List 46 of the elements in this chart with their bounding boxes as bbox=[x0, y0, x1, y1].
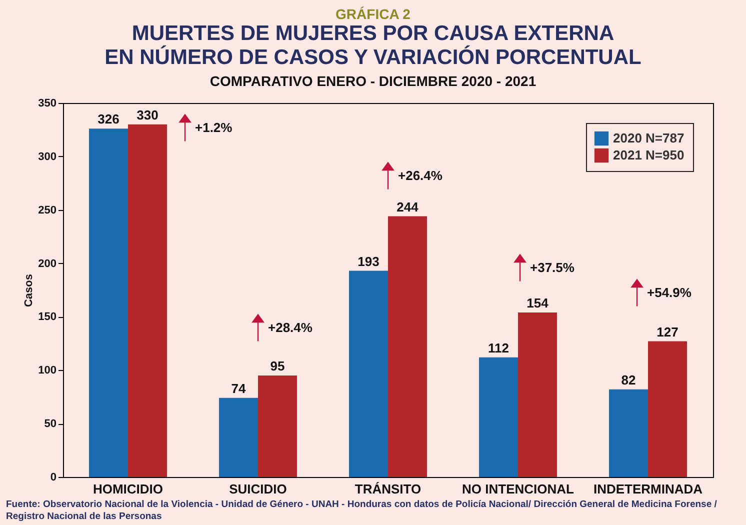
bar bbox=[648, 341, 687, 477]
data-label: 326 bbox=[98, 112, 120, 127]
data-label: 127 bbox=[656, 324, 678, 340]
data-label: 95 bbox=[270, 358, 285, 374]
bar bbox=[219, 398, 258, 477]
chart-subtitle: COMPARATIVO ENERO - DICIEMBRE 2020 - 2021 bbox=[208, 72, 538, 90]
data-label: 112 bbox=[488, 340, 509, 356]
legend-label: 2021 N=950 bbox=[613, 148, 684, 162]
bar bbox=[518, 312, 557, 477]
bar bbox=[479, 357, 518, 477]
x-tick-label: HOMICIDIO bbox=[92, 482, 164, 496]
data-label: 244 bbox=[396, 199, 420, 214]
annotation: +54.9% bbox=[647, 285, 692, 300]
annotation: +28.4% bbox=[268, 320, 313, 335]
data-label: 74 bbox=[231, 380, 246, 396]
text: Registro Nacional de las Personas bbox=[6, 511, 163, 523]
data-label: 82 bbox=[621, 372, 636, 388]
legend-label: 2020 N=787 bbox=[613, 130, 684, 146]
bar bbox=[89, 128, 128, 477]
y-tick-label: 50 bbox=[44, 418, 56, 430]
bar bbox=[349, 270, 388, 477]
bar bbox=[128, 124, 167, 477]
y-tick-label: 100 bbox=[38, 364, 56, 377]
annotation: +37.5% bbox=[530, 260, 575, 275]
x-tick-label: INDETERMINADA bbox=[593, 482, 704, 496]
bar bbox=[258, 375, 297, 477]
data-label: 330 bbox=[136, 107, 158, 122]
annotation: +26.4% bbox=[398, 168, 443, 183]
x-tick-label: TRÁNSITO bbox=[354, 482, 422, 496]
bar bbox=[609, 389, 648, 477]
y-tick-label: 350 bbox=[38, 98, 56, 110]
y-axis-title: Casos bbox=[23, 274, 36, 308]
data-label: 193 bbox=[358, 254, 380, 269]
bar bbox=[388, 216, 427, 477]
y-tick-label: 150 bbox=[38, 311, 56, 324]
annotation: +1.2% bbox=[195, 120, 233, 135]
chart-title: MUERTES DE MUJERES POR CAUSA EXTERNA EN NÚMERO DE CASOS Y VARIACIÓN PORCENTUAL bbox=[104, 22, 642, 70]
x-tick-label: NO INTENCIONAL bbox=[462, 482, 574, 496]
y-tick-label: 0 bbox=[50, 472, 56, 484]
y-tick-label: 200 bbox=[38, 258, 56, 270]
data-label: 154 bbox=[526, 295, 550, 310]
text: GRÁFICA 2 bbox=[334, 6, 412, 22]
source-note: Fuente: Observatorio Nacional de la Violencia - Unidad de Género - UNAH - Honduras con datos de Policía Nacional/ Dirección General de Medicina Forense / bbox=[6, 499, 718, 511]
x-tick-label: SUICIDIO bbox=[229, 482, 287, 496]
y-tick-label: 250 bbox=[38, 204, 56, 216]
y-tick-label: 300 bbox=[38, 150, 56, 163]
